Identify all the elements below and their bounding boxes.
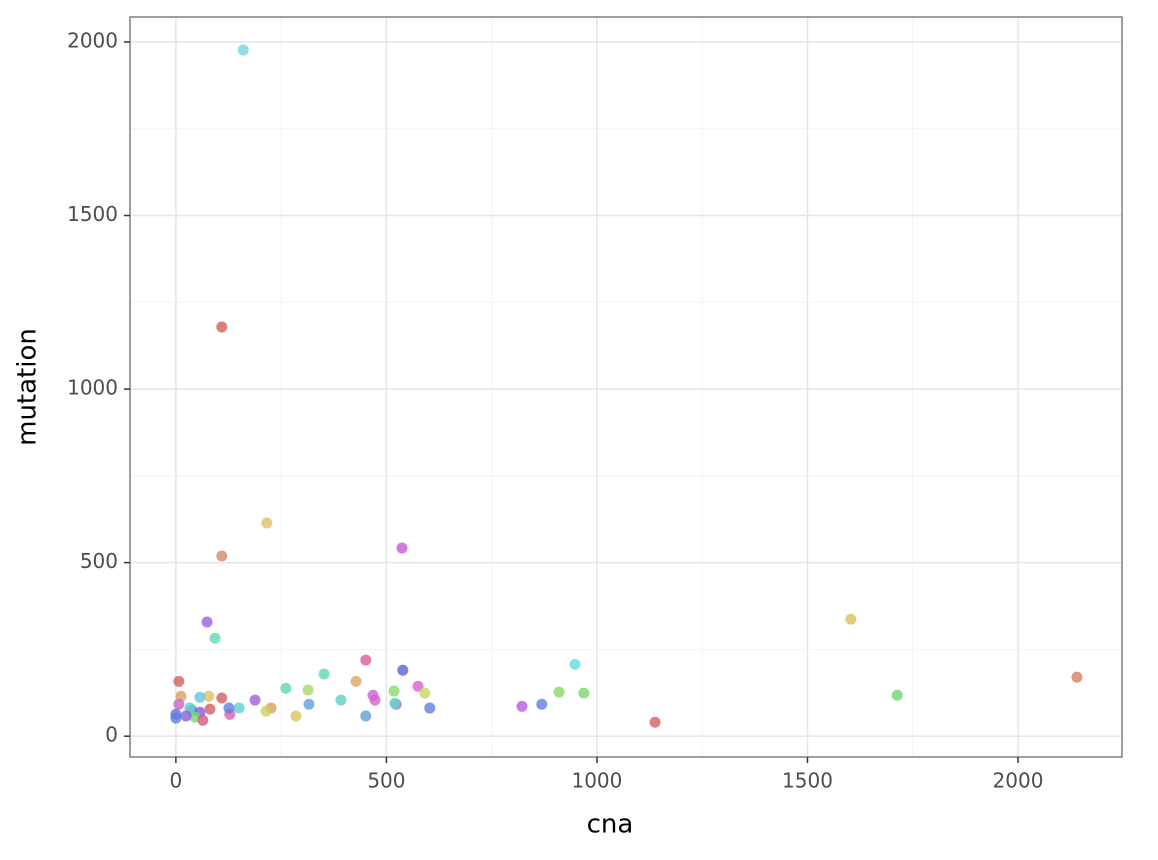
y-tick-label: 1000 — [67, 376, 118, 400]
x-tick-label: 500 — [367, 769, 405, 793]
point — [290, 710, 302, 722]
point — [302, 684, 314, 696]
point — [173, 675, 185, 687]
point — [233, 702, 245, 714]
x-tick-label: 1500 — [782, 769, 833, 793]
point — [197, 714, 209, 726]
point — [303, 698, 315, 710]
point — [260, 705, 272, 717]
point — [397, 664, 409, 676]
point — [203, 690, 215, 702]
plot-border — [129, 16, 1123, 758]
point — [237, 44, 249, 56]
point — [419, 687, 431, 699]
point — [389, 697, 401, 709]
point — [360, 710, 372, 722]
point — [845, 613, 857, 625]
point — [204, 703, 216, 715]
point — [649, 716, 661, 728]
y-tick-label: 0 — [105, 723, 118, 747]
point — [536, 698, 548, 710]
point — [360, 654, 372, 666]
point — [396, 542, 408, 554]
point — [388, 685, 400, 697]
point — [335, 694, 347, 706]
point — [223, 702, 235, 714]
point — [216, 321, 228, 333]
points — [170, 44, 1083, 728]
x-tick-label: 2000 — [993, 769, 1044, 793]
x-tick-label: 0 — [170, 769, 183, 793]
point — [180, 710, 192, 722]
point — [209, 632, 221, 644]
point — [553, 686, 565, 698]
point — [412, 680, 424, 692]
y-tick-label: 500 — [80, 549, 118, 573]
point — [201, 616, 213, 628]
point — [424, 702, 436, 714]
point — [569, 658, 581, 670]
y-tick-label: 1500 — [67, 202, 118, 226]
point — [249, 694, 261, 706]
x-tick-label: 1000 — [571, 769, 622, 793]
point — [216, 692, 228, 704]
point — [318, 668, 330, 680]
point — [350, 675, 362, 687]
point — [216, 550, 228, 562]
point — [194, 691, 206, 703]
plot-area — [130, 17, 1122, 757]
point — [1071, 671, 1083, 683]
point — [516, 700, 528, 712]
point — [891, 689, 903, 701]
point — [170, 712, 182, 724]
grid — [130, 17, 1122, 757]
point — [367, 689, 379, 701]
point — [578, 687, 590, 699]
point — [261, 517, 273, 529]
y-axis-label: mutation — [13, 328, 43, 446]
point — [280, 682, 292, 694]
y-tick-label: 2000 — [67, 28, 118, 52]
point — [173, 698, 185, 710]
x-axis-label: cna — [587, 810, 634, 840]
